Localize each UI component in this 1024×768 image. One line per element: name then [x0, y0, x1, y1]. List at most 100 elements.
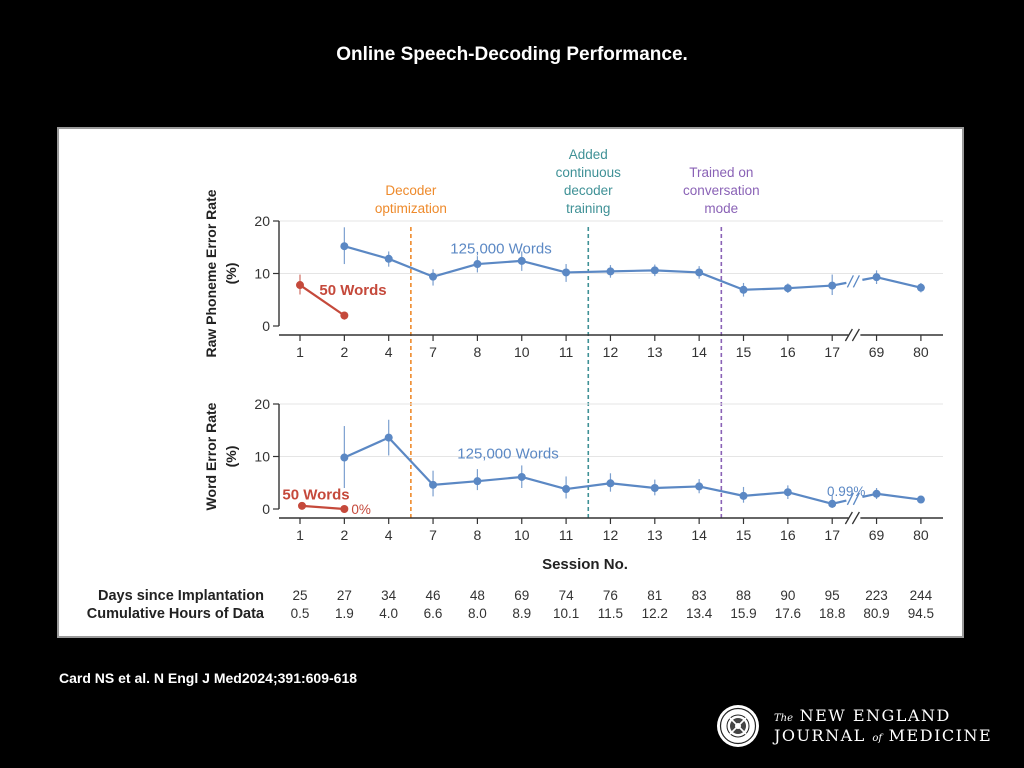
- panel2-x-tick-label-69: 69: [869, 527, 885, 543]
- panel1-y-tick-label-0: 0: [262, 318, 270, 334]
- panel2-y-axis-label-1: Word Error Rate: [203, 402, 219, 510]
- panel1-series-125000-words-break-2: [852, 275, 860, 288]
- panel1-series-125000-words-break-1: [846, 275, 854, 288]
- panel1-x-tick-label-12: 12: [603, 344, 619, 360]
- journal-logo: The NEW ENGLAND JOURNAL of MEDICINE: [716, 704, 996, 754]
- panel1-y-tick-label-20: 20: [254, 213, 270, 229]
- table-cell-cumulative-hours-2: 1.9: [335, 606, 354, 621]
- panel1-series-125000-words-point-15: [739, 285, 748, 294]
- panel2-series-125000-words-point-17: [828, 499, 837, 508]
- panel1-series-50-words-line-1: [299, 284, 345, 317]
- panel2-series-125000-words-line-1: [343, 436, 847, 505]
- panel1-series-label-125000-words: 125,000 Words: [450, 241, 551, 258]
- panel2-x-tick-label-16: 16: [780, 527, 796, 543]
- panel2-series-125000-words-break-2: [852, 492, 860, 506]
- panel2-series-125000-words-point-14: [695, 482, 704, 491]
- panel2-series-125000-words-point-16: [783, 488, 792, 497]
- wordmark-the: The: [774, 713, 794, 724]
- panel1-series-125000-words-point-80: [916, 283, 925, 292]
- panel2-annotation-zero-percent: 0%: [351, 502, 371, 517]
- table-cell-days-since-implantation-1: 25: [292, 588, 307, 603]
- panel1-x-tick-label-80: 80: [913, 344, 929, 360]
- event-label-1-line-2: optimization: [375, 201, 447, 216]
- panel1-x-tick-label-15: 15: [736, 344, 752, 360]
- panel1-series-125000-words-line-1: [344, 245, 847, 291]
- panel1-y-tick-label-10: 10: [254, 266, 270, 282]
- panel2-series-125000-words-point-12: [606, 479, 615, 488]
- table-cell-cumulative-hours-1: 0.5: [291, 606, 310, 621]
- table-cell-days-since-implantation-10: 69: [514, 588, 529, 603]
- panel2-y-axis-label-2: (%): [223, 446, 239, 468]
- panel1-x-tick-label-11: 11: [559, 344, 574, 360]
- panel1-series-125000-words-point-12: [606, 267, 615, 276]
- panel1-x-tick-label-8: 8: [474, 344, 482, 360]
- panel2-series-50-words-line-1: [301, 504, 345, 511]
- table-cell-cumulative-hours-17: 18.8: [819, 606, 845, 621]
- panel2-series-label-125000-words: 125,000 Words: [457, 446, 558, 463]
- event-label-2-line-2: continuous: [556, 165, 622, 180]
- chart-svg: Decoder optimization Added continuous decode…: [87, 147, 943, 622]
- panel1-y-axis-label-1: Raw Phoneme Error Rate: [203, 189, 219, 357]
- event-label-2-line-4: training: [566, 201, 610, 216]
- panel2-x-tick-label-1: 1: [296, 527, 304, 543]
- panel2-x-tick-label-80: 80: [913, 527, 929, 543]
- panel1-x-tick-label-14: 14: [691, 344, 707, 360]
- panel2-x-tick-label-12: 12: [603, 527, 619, 543]
- table-cell-days-since-implantation-80: 244: [910, 588, 933, 603]
- panel2-x-tick-label-13: 13: [647, 527, 663, 543]
- table-cell-days-since-implantation-13: 81: [647, 588, 662, 603]
- table-cell-cumulative-hours-8: 8.0: [468, 606, 487, 621]
- panel2-series-125000-words-point-8: [473, 477, 482, 486]
- panel1-x-tick-label-69: 69: [869, 344, 885, 360]
- table-cell-days-since-implantation-2: 27: [337, 588, 352, 603]
- wordmark-medicine: MEDICINE: [888, 726, 993, 745]
- panel1-series-125000-words-point-4: [384, 254, 393, 263]
- panel2-series-label-50-words: 50 Words: [282, 487, 349, 504]
- event-label-3-line-1: Trained on: [689, 165, 753, 180]
- panel1-x-tick-label-16: 16: [780, 344, 796, 360]
- panel1-x-tick-label-7: 7: [429, 344, 437, 360]
- table-cell-cumulative-hours-13: 12.2: [642, 606, 668, 621]
- panel2-x-tick-label-11: 11: [559, 527, 574, 543]
- panel1-x-tick-label-2: 2: [340, 344, 348, 360]
- table-cell-days-since-implantation-16: 90: [780, 588, 795, 603]
- panel2-series-125000-words-point-13: [650, 484, 659, 492]
- event-label-2-line-1: Added: [569, 147, 608, 162]
- event-label-3-line-2: conversation: [683, 183, 760, 198]
- panel2-x-tick-label-10: 10: [514, 527, 530, 543]
- panel2-x-tick-label-14: 14: [691, 527, 707, 543]
- citation: Card NS et al. N Engl J Med2024;391:609-…: [59, 670, 358, 686]
- panel1-y-axis-label-2: (%): [223, 263, 239, 285]
- table-row-label-cumulative-hours: Cumulative Hours of Data: [87, 606, 265, 622]
- panel1-x-axis-break-1: [844, 328, 853, 342]
- panel2-x-tick-label-4: 4: [385, 527, 393, 543]
- panel2-series-125000-words-point-7: [429, 480, 438, 489]
- figure-panel: Decoder optimization Added continuous decode…: [57, 127, 964, 638]
- panel2-series-125000-words-point-80: [916, 495, 925, 504]
- panel2-x-tick-label-8: 8: [474, 527, 482, 543]
- table-cell-days-since-implantation-12: 76: [603, 588, 618, 603]
- table-cell-cumulative-hours-69: 80.9: [863, 606, 889, 621]
- panel1-x-tick-label-17: 17: [824, 344, 840, 360]
- panel1-x-tick-label-13: 13: [647, 344, 663, 360]
- table-cell-days-since-implantation-15: 88: [736, 588, 751, 603]
- panel1-series-50-words-point-2: [340, 311, 349, 320]
- panel1-x-tick-label-4: 4: [385, 344, 393, 360]
- table-row-label-days-since-implantation: Days since Implantation: [98, 588, 264, 604]
- table-cell-cumulative-hours-4: 4.0: [379, 606, 398, 621]
- panel2-y-tick-label-0: 0: [262, 501, 270, 517]
- panel2-series-125000-words-point-11: [562, 485, 571, 494]
- journal-wordmark: The NEW ENGLAND JOURNAL of MEDICINE: [774, 708, 992, 744]
- panel2-series-125000-words-line-2: [862, 492, 922, 501]
- event-label-1-line-1: Decoder: [385, 183, 437, 198]
- panel1-series-125000-words-point-13: [650, 266, 659, 275]
- panel1-series-125000-words-line-2: [862, 276, 922, 289]
- table-cell-cumulative-hours-7: 6.6: [424, 606, 443, 621]
- wordmark-journal: JOURNAL: [774, 726, 866, 745]
- panel1-series-50-words-point-1: [296, 281, 304, 290]
- table-cell-days-since-implantation-14: 83: [692, 588, 707, 603]
- table-cell-days-since-implantation-7: 46: [426, 588, 441, 603]
- panel1-series-125000-words-point-16: [783, 284, 792, 293]
- event-label-3-line-3: mode: [704, 201, 738, 216]
- panel2-series-50-words-point-1: [298, 501, 306, 510]
